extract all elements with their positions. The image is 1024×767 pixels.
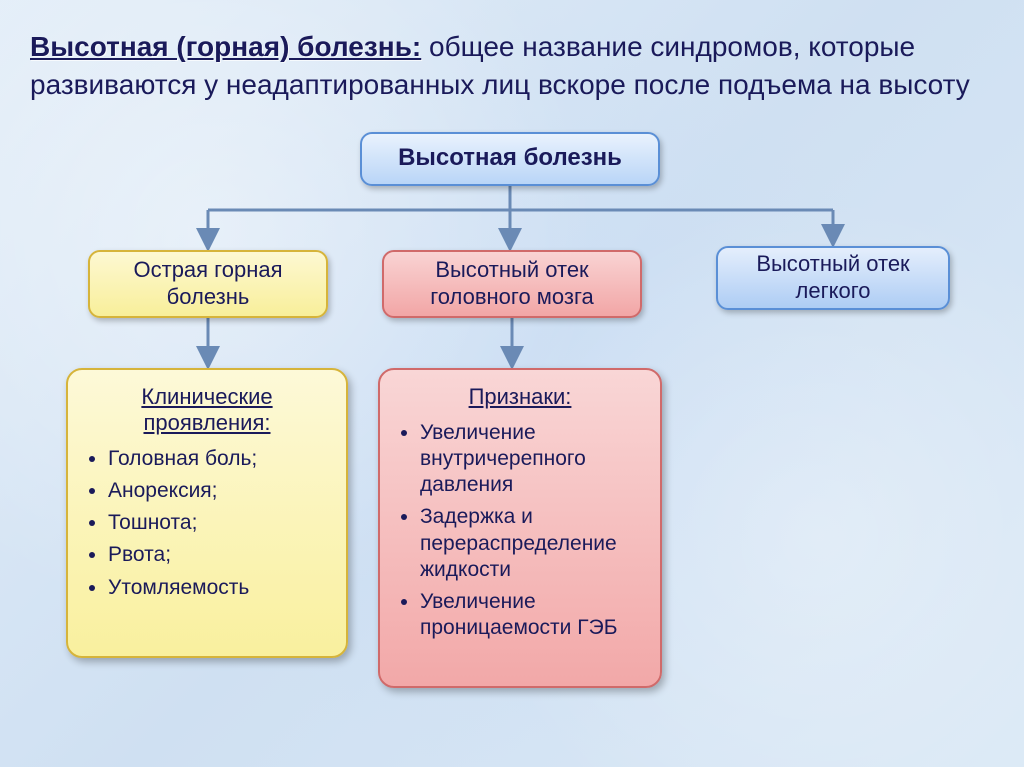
node-brain-edema: Высотный отек головного мозга — [382, 250, 642, 318]
list-item: Задержка и перераспределение жидкости — [420, 504, 642, 583]
node-acute-label: Острая горная болезнь — [100, 257, 316, 310]
node-lung-edema: Высотный отек легкого — [716, 246, 950, 310]
list-item: Головная боль; — [108, 446, 328, 472]
list-item: Увеличение внутричерепного давления — [420, 420, 642, 499]
list-item: Увеличение проницаемости ГЭБ — [420, 589, 642, 642]
node-root-label: Высотная болезнь — [398, 144, 622, 173]
title-paragraph: Высотная (горная) болезнь: общее названи… — [30, 28, 994, 104]
list-item: Утомляемость — [108, 575, 328, 601]
detail-clinical-heading: Клинические проявления: — [86, 384, 328, 436]
detail-signs: Признаки: Увеличение внутричерепного дав… — [378, 368, 662, 688]
list-item: Анорексия; — [108, 478, 328, 504]
node-lung-label: Высотный отек легкого — [728, 251, 938, 304]
detail-clinical: Клинические проявления: Головная боль; А… — [66, 368, 348, 658]
node-root: Высотная болезнь — [360, 132, 660, 186]
list-item: Рвота; — [108, 542, 328, 568]
flowchart: Высотная болезнь Острая горная болезнь В… — [30, 132, 994, 692]
title-emphasis: Высотная (горная) болезнь: — [30, 31, 421, 62]
detail-signs-heading: Признаки: — [398, 384, 642, 410]
detail-signs-list: Увеличение внутричерепного давления Заде… — [398, 420, 642, 642]
slide-content: Высотная (горная) болезнь: общее названи… — [0, 0, 1024, 720]
detail-clinical-list: Головная боль; Анорексия; Тошнота; Рвота… — [86, 446, 328, 601]
node-acute: Острая горная болезнь — [88, 250, 328, 318]
list-item: Тошнота; — [108, 510, 328, 536]
node-brain-label: Высотный отек головного мозга — [394, 257, 630, 310]
